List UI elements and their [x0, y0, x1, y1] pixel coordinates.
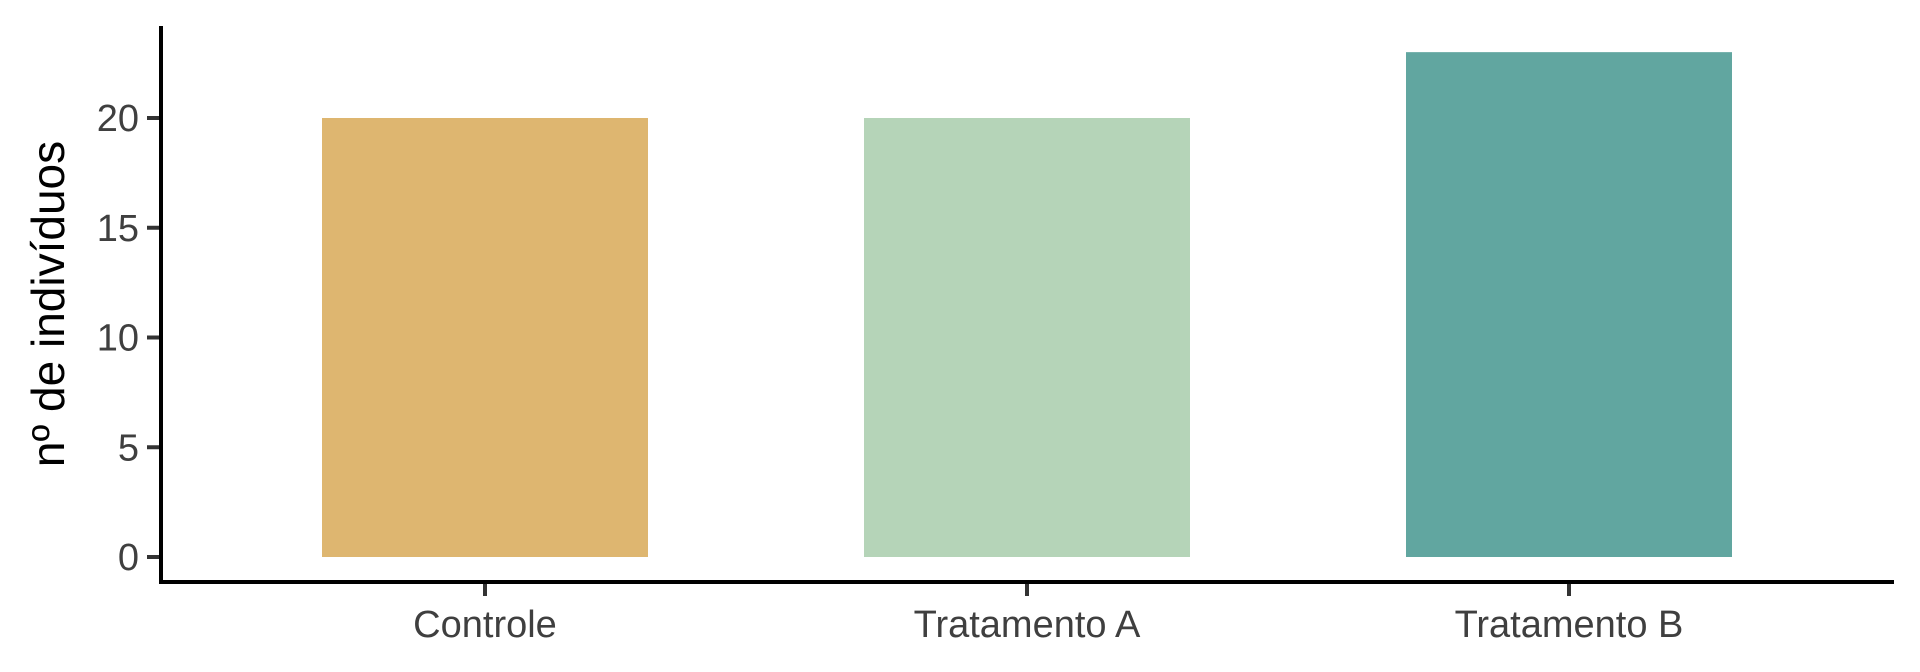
- bar-tratamento-b: [1406, 52, 1732, 558]
- bar-tratamento-a: [864, 118, 1190, 557]
- y-tick-label: 15: [97, 208, 139, 250]
- x-tick-label: Tratamento A: [914, 604, 1141, 646]
- y-tick-label: 20: [97, 98, 139, 140]
- x-tick-label: Tratamento B: [1455, 604, 1684, 646]
- bar-controle: [322, 118, 648, 557]
- y-axis-ticks: 0 5 10 15 20: [97, 98, 161, 579]
- y-tick-label: 0: [118, 537, 139, 579]
- y-axis-title: nº de indivíduos: [22, 141, 74, 467]
- x-axis-ticks: Controle Tratamento A Tratamento B: [413, 584, 1683, 646]
- y-tick-label: 10: [97, 318, 139, 360]
- y-tick-label: 5: [118, 427, 139, 469]
- bars-group: [322, 52, 1732, 558]
- x-tick-label: Controle: [413, 604, 557, 646]
